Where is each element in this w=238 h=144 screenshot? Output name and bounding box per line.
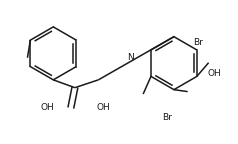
Text: N: N [127,53,134,62]
Text: OH: OH [207,69,221,78]
Text: OH: OH [96,103,110,112]
Text: Br: Br [162,113,172,122]
Text: Br: Br [193,38,203,47]
Text: OH: OH [40,103,54,112]
